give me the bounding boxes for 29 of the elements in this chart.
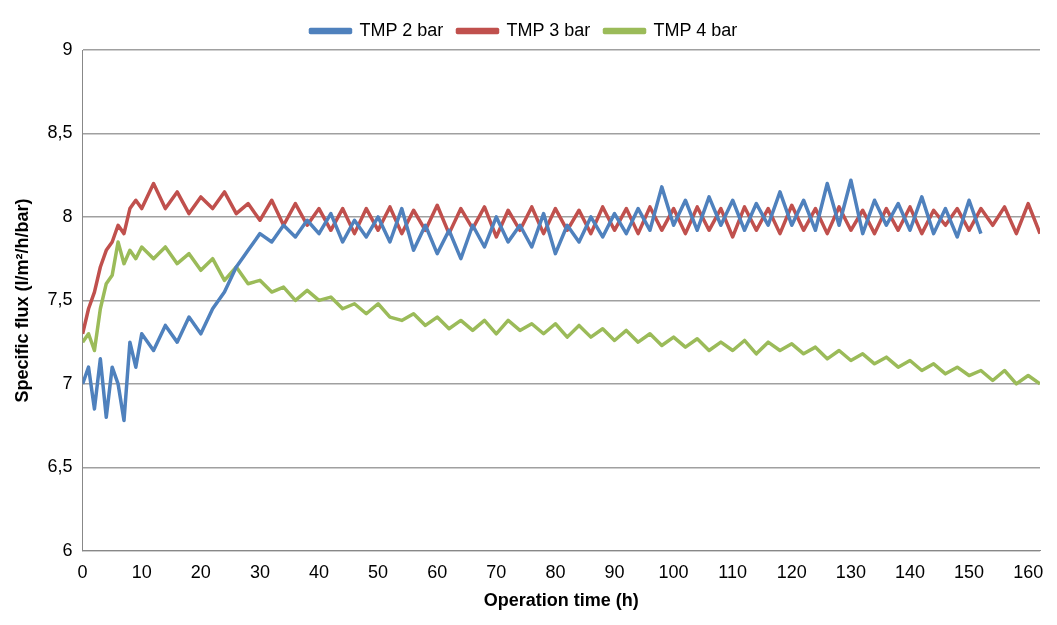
y-tick-label: 7,5 <box>47 289 73 310</box>
x-tick-label: 30 <box>249 561 270 582</box>
legend-label: TMP 3 bar <box>506 19 591 40</box>
x-tick-label: 130 <box>835 561 866 582</box>
x-tick-label: 0 <box>77 561 88 582</box>
legend-label: TMP 4 bar <box>653 19 738 40</box>
x-tick-label: 10 <box>131 561 152 582</box>
y-tick-label: 6,5 <box>47 456 73 477</box>
x-tick-label: 110 <box>718 561 748 582</box>
legend-label: TMP 2 bar <box>359 19 444 40</box>
x-tick-label: 70 <box>486 561 507 582</box>
x-tick-label: 140 <box>894 561 926 582</box>
x-tick-label: 80 <box>545 561 566 582</box>
y-tick-label: 7 <box>62 372 73 393</box>
x-tick-label: 120 <box>776 561 807 582</box>
x-tick-label: 90 <box>604 561 625 582</box>
x-tick-label: 50 <box>368 561 389 582</box>
y-tick-label: 9 <box>62 38 73 59</box>
y-tick-label: 8 <box>62 205 73 226</box>
x-tick-label: 160 <box>1013 561 1044 582</box>
y-axis-title: Specific flux (l/m²/h/bar) <box>11 198 32 403</box>
x-tick-label: 150 <box>954 561 985 582</box>
x-tick-label: 40 <box>309 561 330 582</box>
x-tick-label: 60 <box>427 561 448 582</box>
x-tick-label: 100 <box>658 561 689 582</box>
y-tick-label: 6 <box>62 539 73 560</box>
x-axis-title: Operation time (h) <box>483 590 639 611</box>
x-tick-label: 20 <box>190 561 211 582</box>
y-tick-label: 8,5 <box>47 122 73 143</box>
